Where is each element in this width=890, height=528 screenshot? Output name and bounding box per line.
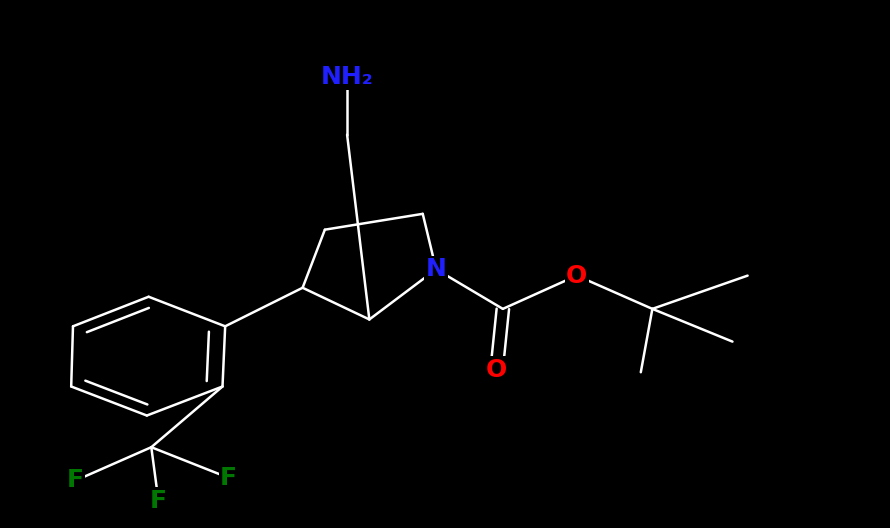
Text: F: F xyxy=(220,466,238,490)
Text: N: N xyxy=(425,257,447,281)
Text: O: O xyxy=(486,357,507,382)
Text: NH₂: NH₂ xyxy=(320,64,374,89)
Text: F: F xyxy=(150,488,167,513)
Text: O: O xyxy=(566,263,587,288)
Text: F: F xyxy=(67,468,85,493)
